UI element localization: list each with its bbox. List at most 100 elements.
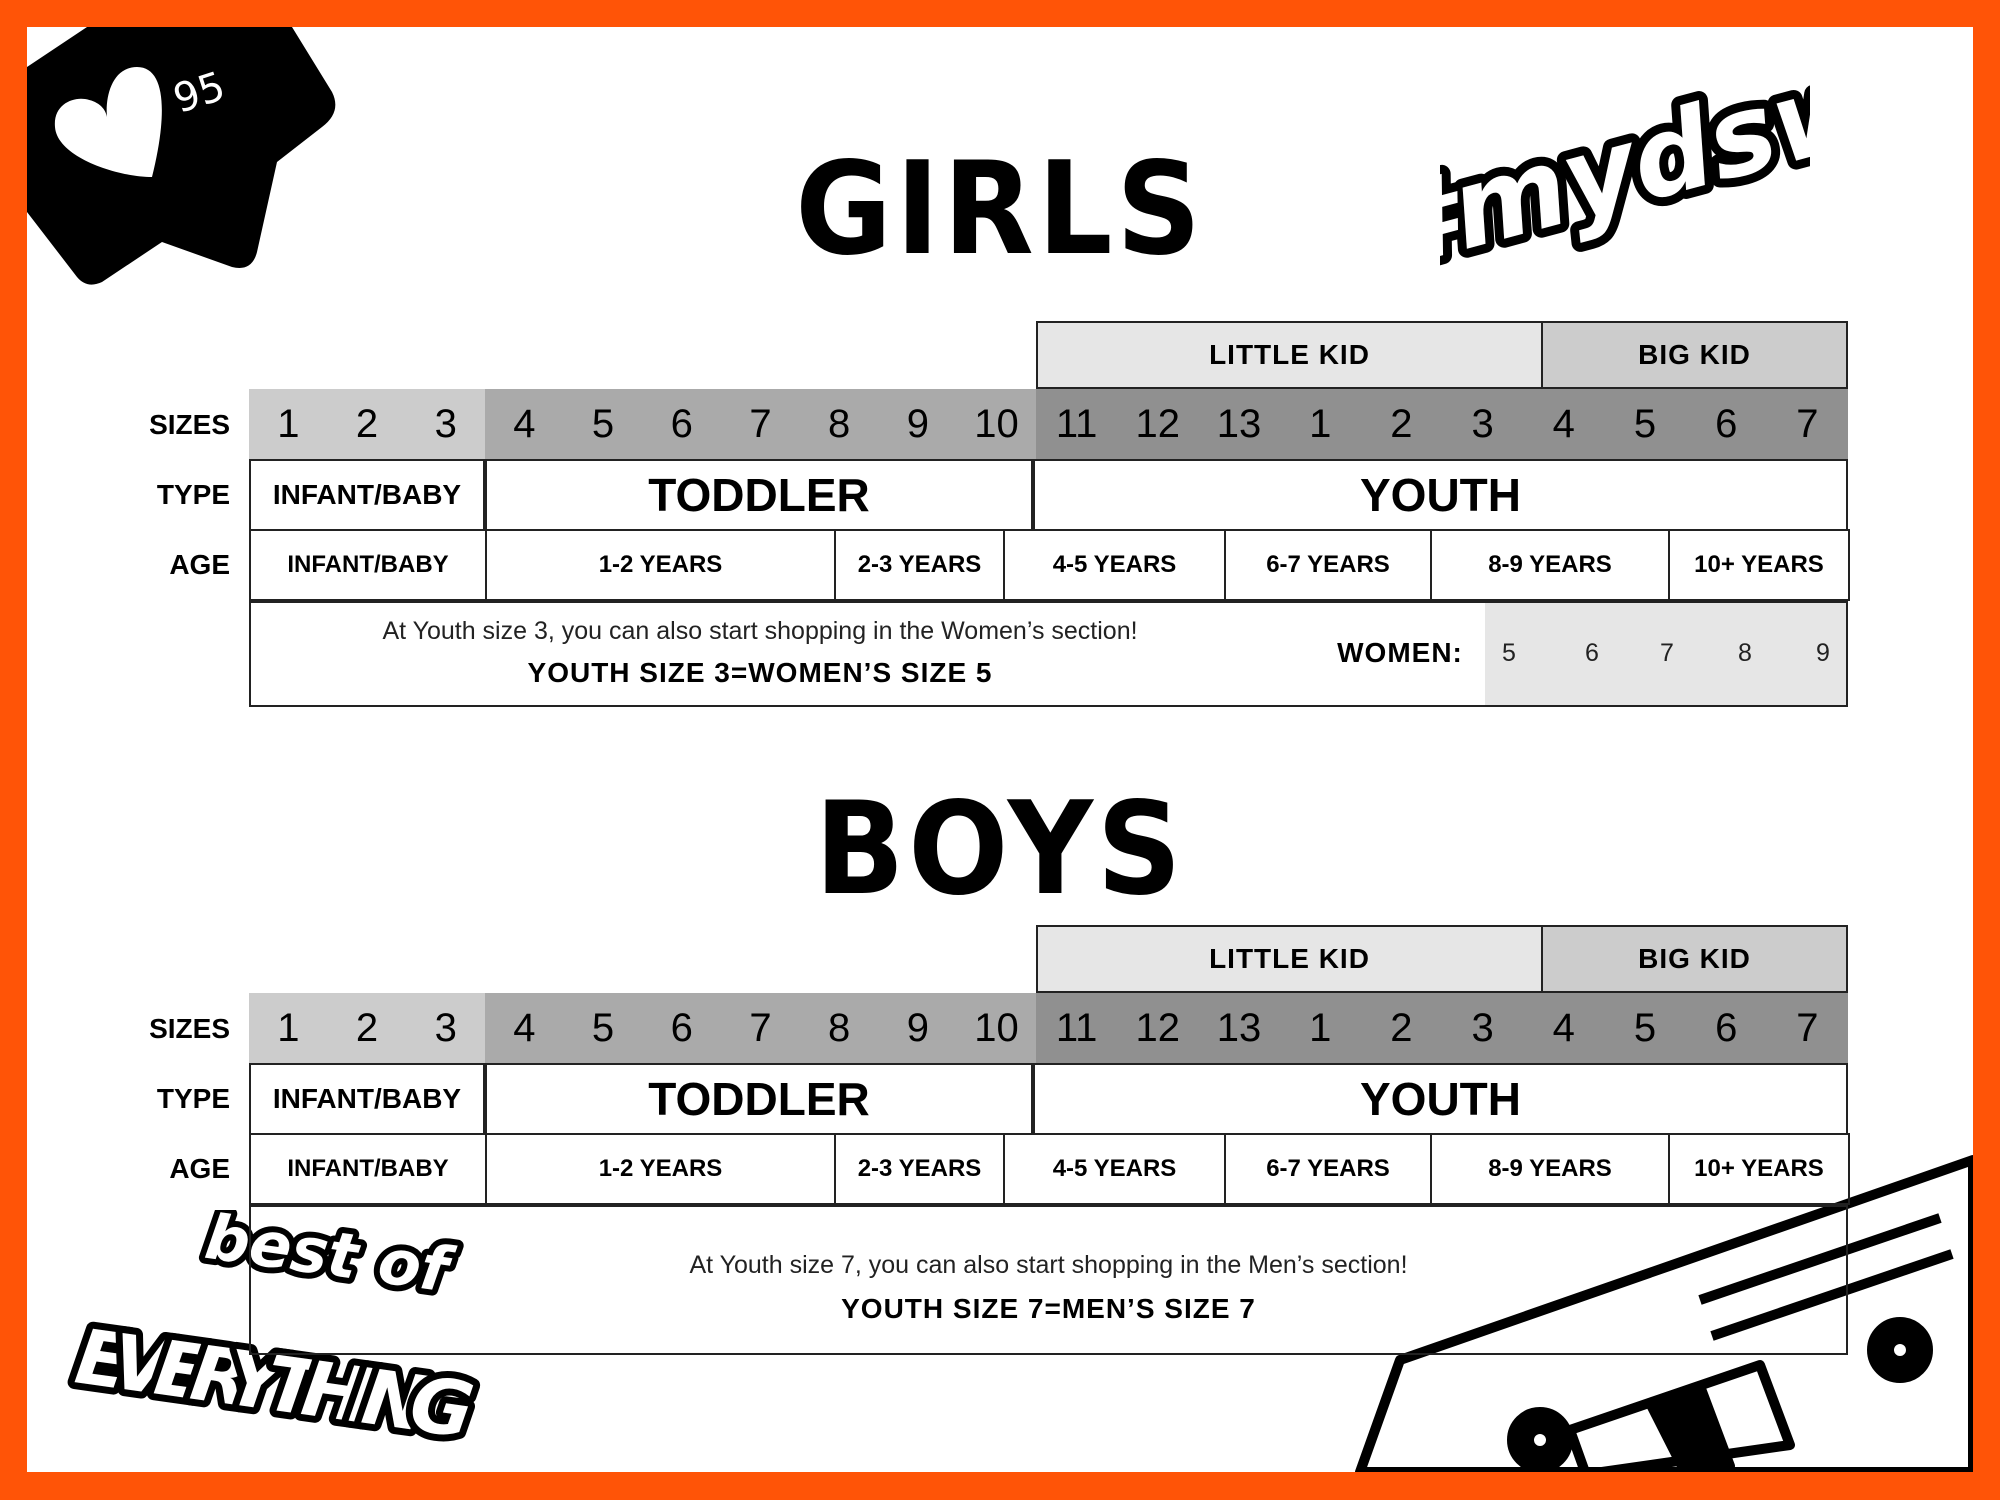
girls-title: GIRLS: [795, 135, 1205, 284]
toddler-size-band: [485, 993, 1036, 1063]
size-cell: 12: [1135, 1005, 1181, 1050]
women-note-text: At Youth size 3, you can also start shop…: [382, 616, 1138, 645]
age-cell: 10+ YEARS: [1668, 529, 1850, 601]
age-cell: 2-3 YEARS: [834, 529, 1005, 601]
size-cell: 2: [355, 1005, 379, 1050]
women-size-cell: 5: [1502, 638, 1516, 667]
size-cell: 5: [1633, 1005, 1657, 1050]
age-cell: 4-5 YEARS: [1003, 1133, 1226, 1205]
size-cell: 5: [591, 1005, 615, 1050]
heart-icon: [54, 67, 162, 177]
type-cell: INFANT/BABY: [249, 459, 485, 531]
age-cell: 1-2 YEARS: [485, 529, 836, 601]
sizes-row-label: SIZES: [149, 1013, 230, 1044]
best-of-everything-logo: best of EVERYTHING: [55, 1194, 505, 1470]
youth-size-band: [1036, 389, 1848, 459]
type-cell: YOUTH: [1033, 1063, 1848, 1135]
age-row-label: AGE: [169, 549, 230, 580]
size-cell: 2: [355, 401, 379, 446]
cassette-tape-illustration: [1340, 1100, 1973, 1472]
size-cell: 4: [1552, 401, 1575, 446]
best-of-everything-logo-graphic: best of EVERYTHING: [64, 1194, 486, 1462]
size-cell: 7: [749, 1005, 772, 1050]
big-kid-header: BIG KID: [1541, 925, 1848, 993]
hashtag-logo-text: #mydsw: [1440, 55, 1810, 275]
size-cell: 9: [906, 1005, 929, 1050]
infant-size-band: [249, 389, 485, 459]
little-kid-header: LITTLE KID: [1036, 925, 1543, 993]
toddler-size-band: [485, 389, 1036, 459]
size-cell: 6: [670, 1005, 693, 1050]
women-note-box: [249, 601, 1848, 707]
age-cell: INFANT/BABY: [249, 1133, 487, 1205]
size-cell: 4: [513, 1005, 536, 1050]
size-cell: 3: [434, 401, 457, 446]
size-cell: 7: [749, 401, 772, 446]
size-cell: 1: [277, 1005, 300, 1050]
type-row-label: TYPE: [156, 1083, 230, 1114]
size-cell: 7: [1796, 401, 1819, 446]
size-cell: 1: [1309, 401, 1332, 446]
size-cell: 3: [1471, 401, 1494, 446]
women-size-cell: 8: [1738, 638, 1752, 667]
women-size-cell: 7: [1660, 638, 1674, 667]
women-size-cell: 6: [1585, 638, 1599, 667]
women-size-cell: 9: [1816, 638, 1830, 667]
size-cell: 1: [1309, 1005, 1332, 1050]
size-cell: 5: [591, 401, 615, 446]
boys-title: BOYS: [814, 775, 1186, 924]
age-cell: 2-3 YEARS: [834, 1133, 1005, 1205]
age-cell: 6-7 YEARS: [1224, 529, 1432, 601]
size-cell: 5: [1633, 401, 1657, 446]
age-cell: 10+ YEARS: [1668, 1133, 1850, 1205]
size-cell: 1: [277, 401, 300, 446]
infant-size-band: [249, 993, 485, 1063]
size-cell: 10: [974, 401, 1019, 446]
likes-badge: 95: [27, 27, 347, 287]
type-row-label: TYPE: [156, 479, 230, 510]
size-cell: 2: [1390, 401, 1413, 446]
youth-size-band: [1036, 993, 1848, 1063]
men-note-equivalence: YOUTH SIZE 7=MEN’S SIZE 7: [841, 1293, 1256, 1324]
size-cell: 3: [434, 1005, 457, 1050]
age-cell: 8-9 YEARS: [1430, 1133, 1670, 1205]
size-cell: 4: [1552, 1005, 1575, 1050]
size-cell: 4: [513, 401, 536, 446]
type-cell: INFANT/BABY: [249, 1063, 485, 1135]
size-cell: 12: [1135, 401, 1181, 446]
men-note-text: At Youth size 7, you can also start shop…: [689, 1250, 1408, 1279]
type-cell: TODDLER: [485, 459, 1033, 531]
type-cell: YOUTH: [1033, 459, 1848, 531]
hashtag-logo: #mydsw: [1354, 30, 1897, 303]
women-note-equivalence: YOUTH SIZE 3=WOMEN’S SIZE 5: [527, 657, 993, 688]
size-cell: 13: [1216, 1005, 1262, 1050]
type-cell: TODDLER: [485, 1063, 1033, 1135]
size-cell: 3: [1471, 1005, 1494, 1050]
size-cell: 8: [828, 1005, 851, 1050]
size-cell: 9: [906, 401, 929, 446]
age-row-label: AGE: [169, 1153, 230, 1184]
size-cell: 8: [828, 401, 851, 446]
size-cell: 13: [1216, 401, 1262, 446]
size-cell: 11: [1055, 1005, 1098, 1050]
age-cell: 4-5 YEARS: [1003, 529, 1226, 601]
size-cell: 6: [670, 401, 693, 446]
age-cell: 1-2 YEARS: [485, 1133, 836, 1205]
age-cell: 6-7 YEARS: [1224, 1133, 1432, 1205]
big-kid-header: BIG KID: [1541, 321, 1848, 389]
size-cell: 11: [1055, 401, 1098, 446]
age-cell: INFANT/BABY: [249, 529, 487, 601]
women-label: WOMEN:: [1337, 637, 1463, 668]
size-cell: 6: [1715, 1005, 1738, 1050]
badge-shape-icon: 95: [27, 27, 336, 285]
cassette-icon: [1355, 1155, 1973, 1472]
little-kid-header: LITTLE KID: [1036, 321, 1543, 389]
size-cell: 7: [1796, 1005, 1819, 1050]
size-cell: 2: [1390, 1005, 1413, 1050]
sizes-row-label: SIZES: [149, 409, 230, 440]
women-size-band: [1485, 603, 1846, 705]
age-cell: 8-9 YEARS: [1430, 529, 1670, 601]
size-cell: 10: [974, 1005, 1019, 1050]
men-note-box: [249, 1205, 1848, 1355]
size-cell: 6: [1715, 401, 1738, 446]
